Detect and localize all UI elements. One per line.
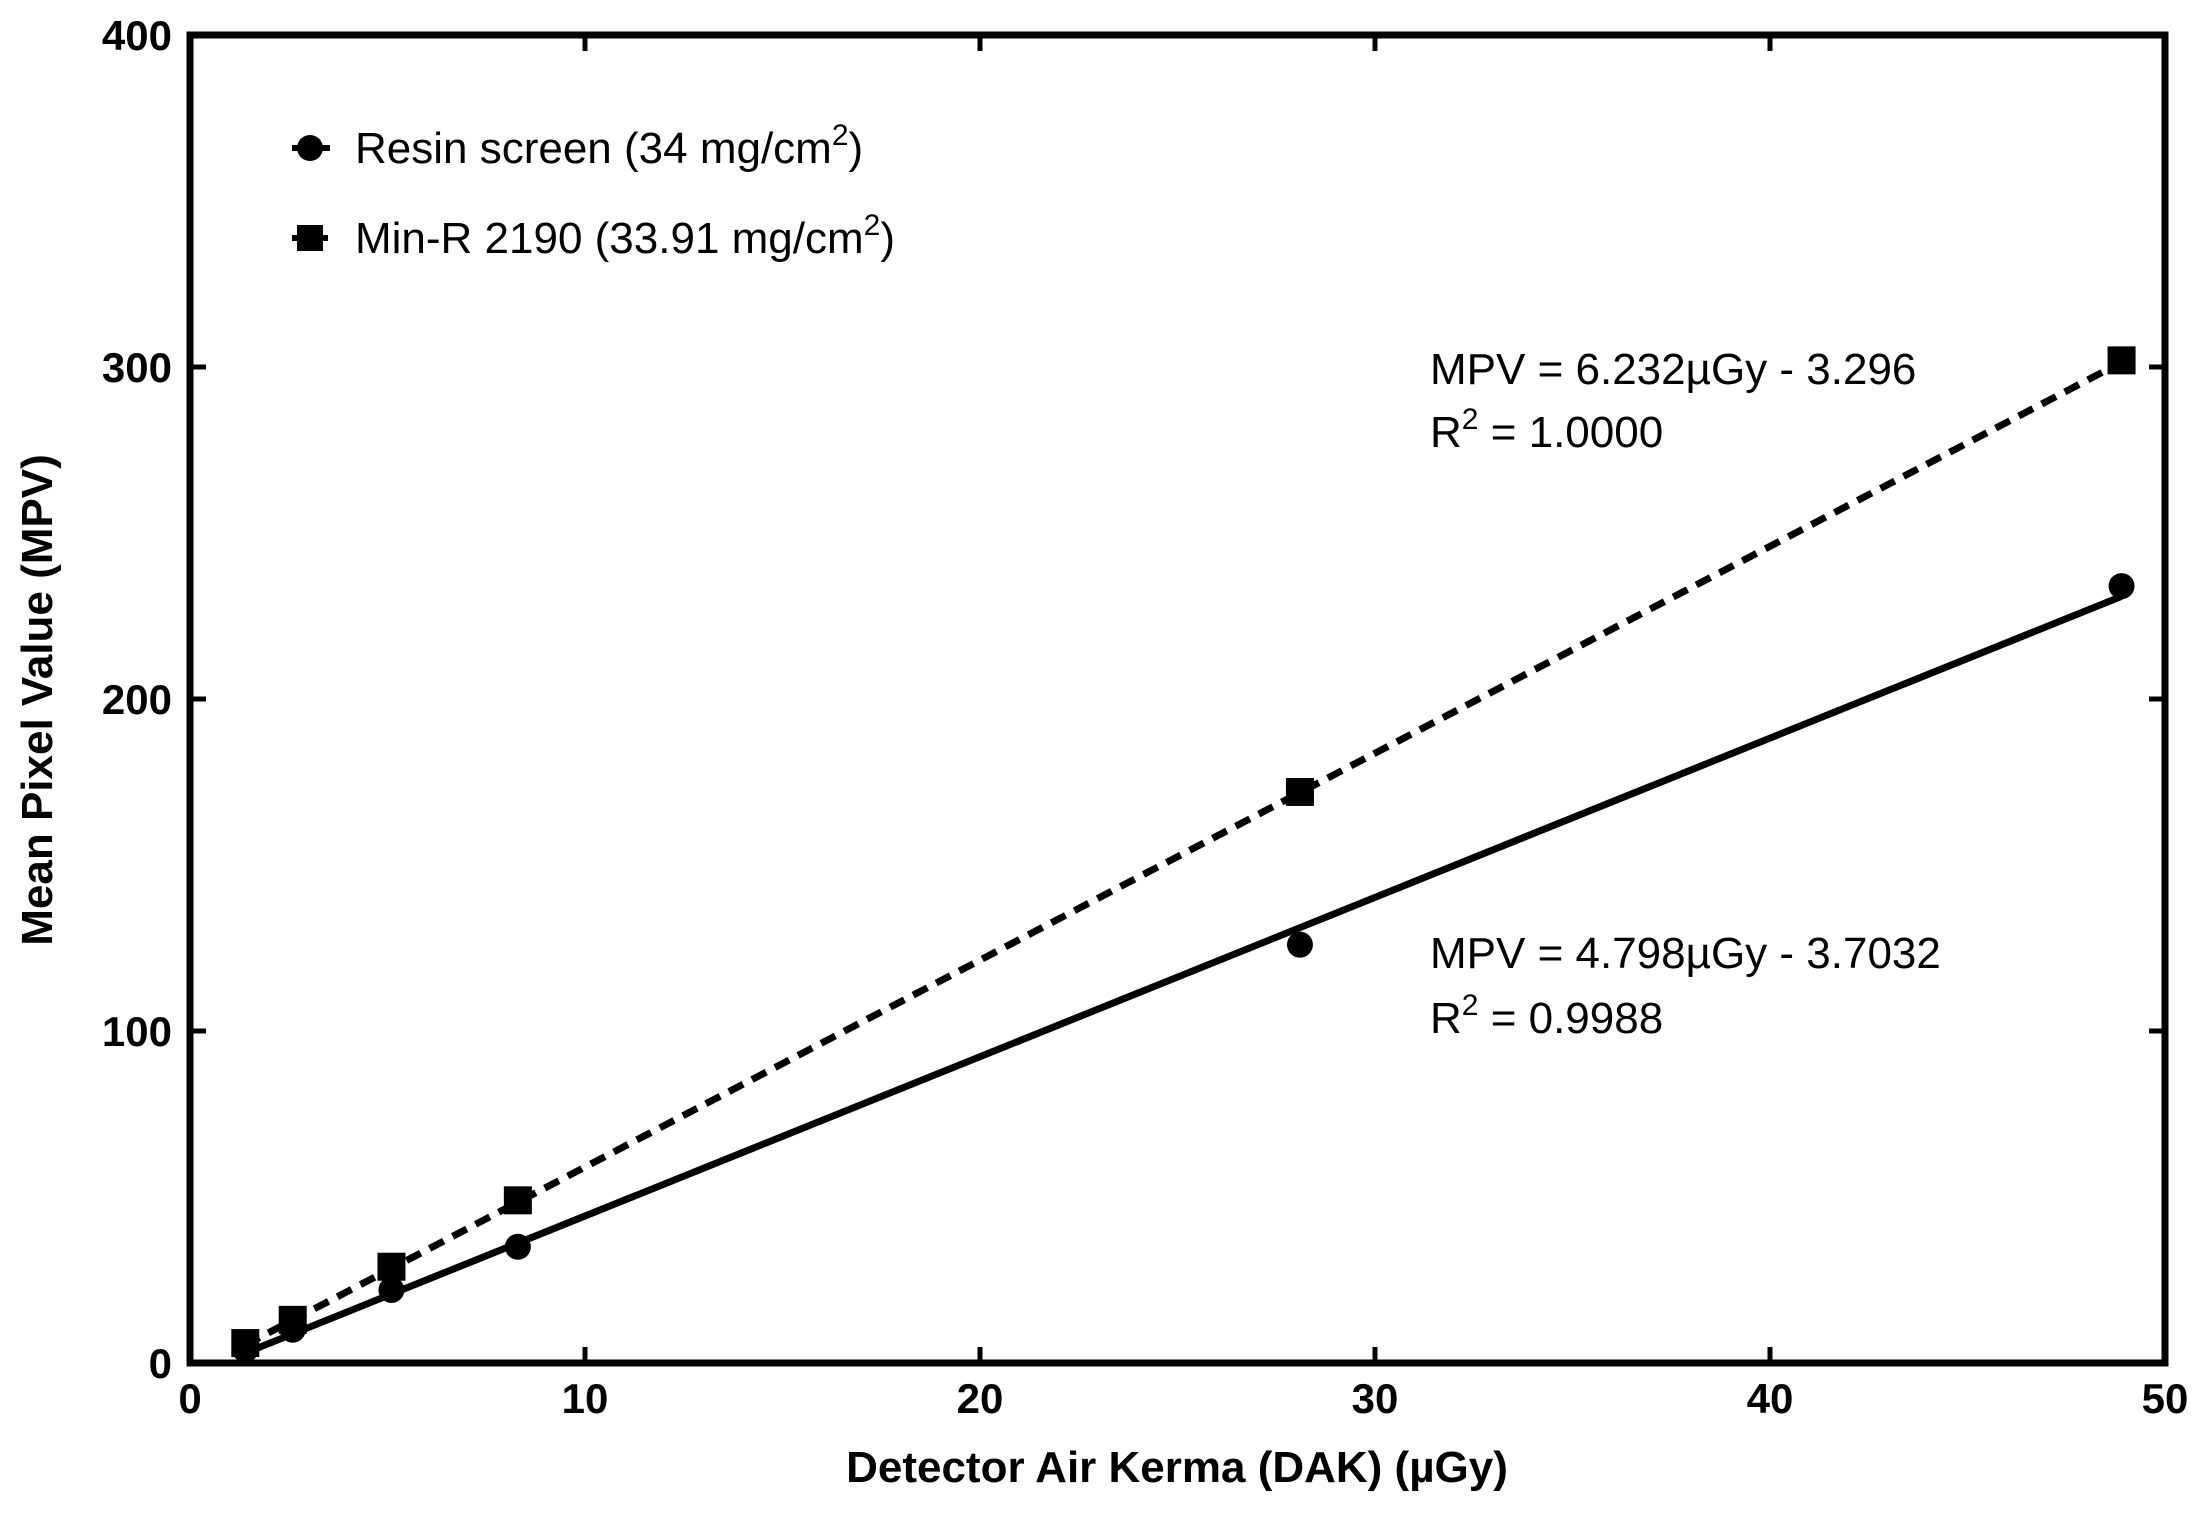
annotation-minr-r2-sup: 2 [1462, 403, 1479, 436]
annotation-minr-fit: MPV = 6.232µGy - 3.296 R2 = 1.0000 [1430, 345, 1916, 457]
annotation-resin-equation: MPV = 4.798µGy - 3.7032 [1430, 929, 1941, 978]
annotation-minr-r2: R2 = 1.0000 [1430, 403, 1663, 457]
annotation-minr-r2-prefix: R [1430, 408, 1462, 457]
legend-marker-square [297, 225, 323, 251]
x-axis-title: Detector Air Kerma (DAK) (µGy) [846, 1443, 1508, 1492]
legend-label-resin: Resin screen (34 mg/cm2) [355, 119, 863, 173]
point-minr-0 [231, 1329, 260, 1358]
legend-label-resin-main: Resin screen (34 mg/cm [355, 124, 832, 173]
legend-label-minr-main: Min-R 2190 (33.91 mg/cm [355, 214, 864, 263]
y-tick-label-200: 200 [102, 676, 172, 723]
point-minr-3 [503, 1186, 532, 1215]
fit-line-resin [243, 593, 2123, 1357]
data-points [231, 346, 2136, 1363]
annotation-resin-fit: MPV = 4.798µGy - 3.7032 R2 = 0.9988 [1430, 929, 1941, 1043]
annotation-resin-r2-value: = 0.9988 [1478, 994, 1663, 1043]
point-resin-3 [504, 1233, 531, 1260]
legend-label-minr-sup: 2 [864, 209, 881, 242]
point-resin-2 [378, 1276, 405, 1303]
annotation-resin-r2-sup: 2 [1462, 989, 1479, 1022]
point-resin-4 [1286, 931, 1313, 958]
x-tick-label-10: 10 [562, 1375, 609, 1422]
legend-label-minr-tail: ) [880, 214, 895, 263]
annotation-resin-r2: R2 = 0.9988 [1430, 989, 1663, 1043]
y-axis-ticks: 0 100 200 300 400 [102, 12, 2165, 1387]
x-tick-label-0: 0 [178, 1375, 201, 1422]
point-minr-4 [1285, 777, 1314, 806]
fit-lines [243, 359, 2124, 1357]
y-tick-label-400: 400 [102, 12, 172, 59]
legend: Resin screen (34 mg/cm2) Min-R 2190 (33.… [292, 119, 895, 263]
point-resin-5 [2108, 573, 2135, 600]
fit-line-minr [243, 359, 2124, 1349]
y-tick-label-300: 300 [102, 344, 172, 391]
x-tick-label-40: 40 [1747, 1375, 1794, 1422]
y-axis-title: Mean Pixel Value (MPV) [13, 454, 62, 946]
annotation-minr-r2-value: = 1.0000 [1478, 408, 1663, 457]
legend-label-minr: Min-R 2190 (33.91 mg/cm2) [355, 209, 895, 263]
annotation-minr-equation: MPV = 6.232µGy - 3.296 [1430, 345, 1916, 394]
y-tick-label-100: 100 [102, 1008, 172, 1055]
point-minr-2 [377, 1252, 406, 1281]
y-tick-label-0: 0 [149, 1340, 172, 1387]
point-minr-5 [2107, 346, 2136, 375]
x-tick-label-20: 20 [957, 1375, 1004, 1422]
x-tick-label-30: 30 [1352, 1375, 1399, 1422]
legend-label-resin-sup: 2 [832, 119, 849, 152]
x-axis-ticks: 0 10 20 30 40 50 [178, 35, 2188, 1422]
annotation-resin-r2-prefix: R [1430, 994, 1462, 1043]
x-tick-label-50: 50 [2142, 1375, 2189, 1422]
legend-marker-circle [297, 135, 323, 161]
point-minr-1 [278, 1305, 307, 1334]
legend-label-resin-tail: ) [849, 124, 864, 173]
